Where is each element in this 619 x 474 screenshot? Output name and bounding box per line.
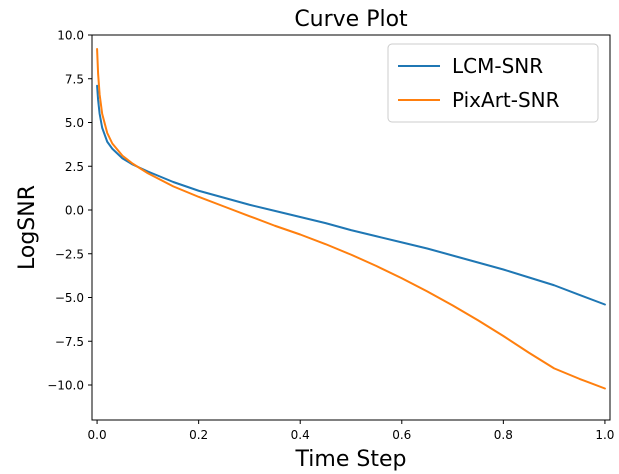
y-tick-label: −10.0 bbox=[47, 379, 84, 393]
x-tick-label: 0.6 bbox=[392, 428, 411, 442]
x-tick-label: 0.0 bbox=[88, 428, 107, 442]
y-tick-label: 10.0 bbox=[57, 29, 84, 43]
y-tick-label: −7.5 bbox=[55, 335, 84, 349]
x-tick-label: 0.4 bbox=[291, 428, 310, 442]
legend-box bbox=[387, 43, 599, 123]
y-tick-label: −2.5 bbox=[55, 247, 84, 261]
ticks-layer: 0.0 0.2 0.4 0.6 0.8 1.0 10.0 7.5 5.0 2.5 0.0 −2.5 −5… bbox=[47, 29, 614, 443]
legend: LCM-SNR PixArt-SNR bbox=[387, 43, 599, 123]
plot-layer bbox=[96, 48, 606, 390]
y-tick-label: 7.5 bbox=[65, 72, 84, 86]
y-tick-label: 2.5 bbox=[65, 160, 84, 174]
y-tick-label: 5.0 bbox=[65, 116, 84, 130]
axes-frame bbox=[91, 34, 611, 421]
y-tick-label: 0.0 bbox=[65, 204, 84, 218]
y-axis-label: LogSNR bbox=[15, 185, 40, 270]
legend-label: PixArt-SNR bbox=[452, 88, 560, 112]
x-tick-label: 1.0 bbox=[595, 428, 614, 442]
x-tick-label: 0.8 bbox=[494, 428, 513, 442]
x-tick-label: 0.2 bbox=[189, 428, 208, 442]
y-tick-label: −5.0 bbox=[55, 291, 84, 305]
legend-label: LCM-SNR bbox=[452, 54, 543, 78]
x-axis-label: Time Step bbox=[295, 447, 407, 472]
series-line-lcm-snr bbox=[96, 84, 606, 306]
chart-title: Curve Plot bbox=[294, 7, 408, 32]
series-line-pixart-snr bbox=[96, 48, 606, 390]
